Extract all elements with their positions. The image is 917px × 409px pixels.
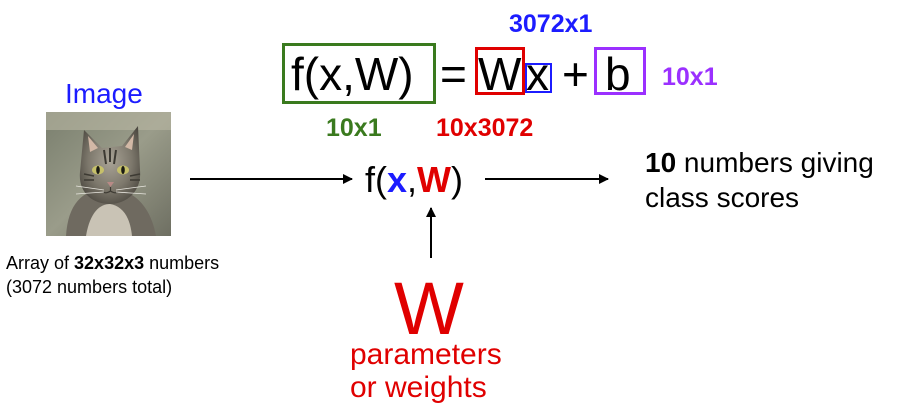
x-box <box>525 63 552 93</box>
function-label: f(x,W) <box>365 160 463 200</box>
function-w: W <box>417 159 452 200</box>
output-count: 10 <box>645 147 677 178</box>
w-box <box>475 47 525 95</box>
equation-f-label: f(x,W) <box>291 48 414 100</box>
function-comma: , <box>407 159 418 200</box>
parameters-line1: parameters <box>350 338 502 371</box>
dim-b-label: 10x1 <box>662 63 718 91</box>
image-desc-bold: 32x32x3 <box>74 253 145 273</box>
equation-equals: = <box>440 48 467 100</box>
b-box <box>594 47 646 95</box>
image-desc-prefix: Array of <box>6 253 75 273</box>
function-open: f( <box>365 159 387 200</box>
function-close: ) <box>451 159 464 200</box>
dim-f-label: 10x1 <box>326 114 382 142</box>
dim-x-label: 3072x1 <box>509 10 593 38</box>
function-x: x <box>387 159 408 200</box>
equation-b: b <box>605 48 631 100</box>
equation-w: W <box>478 48 522 100</box>
f-box <box>282 43 436 104</box>
dim-w-label: 10x3072 <box>436 114 534 142</box>
image-description-line2: (3072 numbers total) <box>6 277 173 297</box>
image-description: Array of 32x32x3 numbers <box>6 252 219 275</box>
image-desc-suffix: numbers <box>144 253 220 273</box>
output-line1-rest: numbers giving <box>676 147 874 178</box>
parameters-line2: or weights <box>350 371 487 404</box>
output-line1: 10 numbers giving <box>645 146 874 179</box>
output-line2: class scores <box>645 182 800 213</box>
equation-plus: + <box>562 48 589 100</box>
parameters-symbol: W <box>394 267 464 350</box>
cat-image <box>46 112 171 236</box>
equation-x: x <box>526 48 549 100</box>
image-label: Image <box>65 78 143 109</box>
